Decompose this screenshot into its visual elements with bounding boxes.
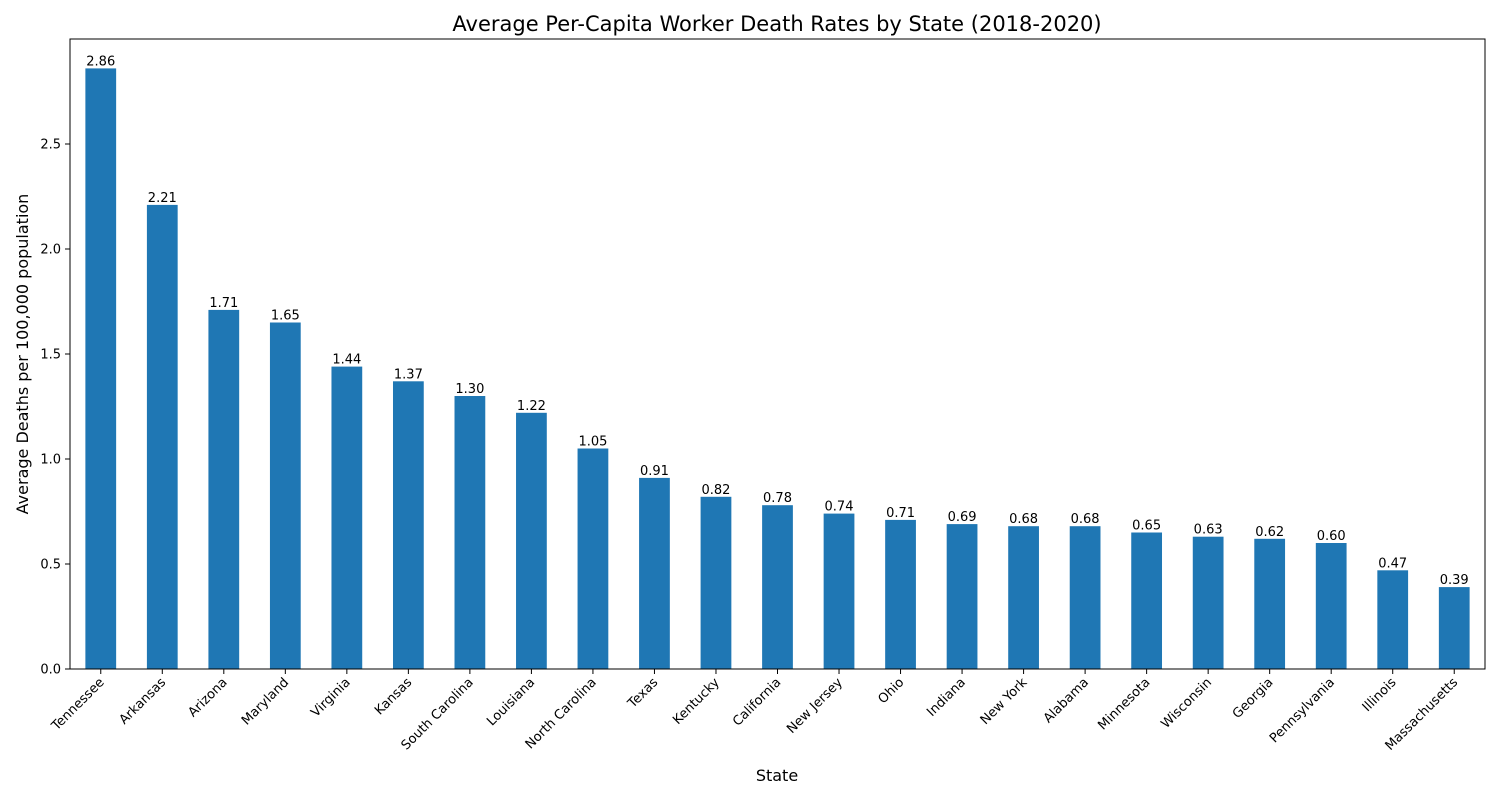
x-tick-label: Texas <box>625 675 662 712</box>
y-tick-label: 2.0 <box>40 243 61 258</box>
data-label: 0.63 <box>1194 523 1223 538</box>
y-tick-label: 1.5 <box>40 348 61 363</box>
x-tick-label: Wisconsin <box>1158 675 1215 732</box>
bar-georgia <box>1254 538 1286 669</box>
bar-alabama <box>1069 526 1101 669</box>
bar-arizona <box>208 309 240 669</box>
data-label: 0.82 <box>702 483 731 498</box>
bar-minnesota <box>1131 532 1163 669</box>
bars-group <box>85 68 1470 669</box>
data-label: 0.69 <box>948 510 977 525</box>
x-tick-label: Georgia <box>1230 675 1277 722</box>
x-tick-label: California <box>730 675 784 729</box>
x-tick-label: New York <box>978 675 1031 728</box>
data-label: 0.65 <box>1132 519 1161 534</box>
bar-north-carolina <box>577 448 609 669</box>
data-label: 0.91 <box>640 464 669 479</box>
plot-frame <box>69 38 1486 670</box>
data-label: 0.39 <box>1440 573 1469 588</box>
x-tick-label: New Jersey <box>784 675 846 737</box>
x-tick-label: Illinois <box>1360 675 1400 715</box>
y-axis-title: Average Deaths per 100,000 population <box>13 194 32 515</box>
bar-arkansas <box>146 204 178 669</box>
data-label: 0.68 <box>1009 512 1038 527</box>
y-tick-label: 0.5 <box>40 558 61 573</box>
data-label: 2.86 <box>86 54 115 69</box>
bar-wisconsin <box>1192 536 1224 669</box>
y-tick-label: 1.0 <box>40 453 61 468</box>
data-label: 0.68 <box>1071 512 1100 527</box>
data-label: 1.30 <box>455 382 484 397</box>
data-label: 1.71 <box>209 296 238 311</box>
x-tick-label: Kentucky <box>670 675 723 728</box>
data-label: 0.60 <box>1317 529 1346 544</box>
x-tick-label: Ohio <box>876 675 908 707</box>
data-label: 0.78 <box>763 491 792 506</box>
x-tick-label: Minnesota <box>1095 675 1153 733</box>
bar-maryland <box>269 322 301 669</box>
bar-tennessee <box>85 68 117 669</box>
data-label: 1.22 <box>517 399 546 414</box>
data-label: 0.74 <box>825 500 854 515</box>
data-labels-group: 2.86 2.21 1.71 1.65 1.44 1.37 1.30 1.22 1.05 0.91… <box>86 54 1468 588</box>
bar-pennsylvania <box>1315 543 1347 669</box>
x-tick-label: Pennsylvania <box>1267 675 1338 746</box>
x-tick-label: Tennessee <box>48 675 107 734</box>
bar-ohio <box>885 519 916 669</box>
bar-massachusetts <box>1438 587 1470 669</box>
y-tick-label: 2.5 <box>40 138 61 153</box>
x-axis-title: State <box>756 766 798 785</box>
bar-kentucky <box>700 496 732 669</box>
data-label: 2.21 <box>148 191 177 206</box>
bar-new-jersey <box>823 513 855 669</box>
x-tick-label: Alabama <box>1041 675 1092 726</box>
x-tick-label: Maryland <box>239 675 292 728</box>
x-tick-label: Arizona <box>185 675 230 720</box>
x-tick-label: Indiana <box>924 675 969 720</box>
x-tick-label: Louisiana <box>484 675 538 729</box>
chart-title: Average Per-Capita Worker Death Rates by… <box>452 12 1101 36</box>
data-label: 0.62 <box>1255 525 1284 540</box>
y-tick-label: 0.0 <box>40 663 61 678</box>
bar-california <box>762 505 793 669</box>
x-axis: Tennessee Arkansas Arizona Maryland Virginia… <box>48 669 1461 754</box>
x-tick-label: Virginia <box>308 675 353 720</box>
bar-illinois <box>1377 570 1409 669</box>
bar-indiana <box>946 524 978 669</box>
data-label: 1.37 <box>394 367 423 382</box>
bar-louisiana <box>516 412 547 669</box>
data-label: 1.65 <box>271 309 300 324</box>
bar-virginia <box>331 366 363 669</box>
bar-new-york <box>1008 526 1039 669</box>
data-label: 0.71 <box>886 506 915 521</box>
bar-kansas <box>392 381 424 669</box>
x-tick-label: Arkansas <box>117 675 170 728</box>
data-label: 1.05 <box>578 435 607 450</box>
y-axis: 0.0 0.5 1.0 1.5 2.0 2.5 <box>40 138 70 678</box>
bar-south-carolina <box>454 396 486 669</box>
x-tick-label: Kansas <box>372 675 415 718</box>
data-label: 0.47 <box>1378 556 1407 571</box>
data-label: 1.44 <box>332 353 361 368</box>
bar-texas <box>639 477 670 669</box>
